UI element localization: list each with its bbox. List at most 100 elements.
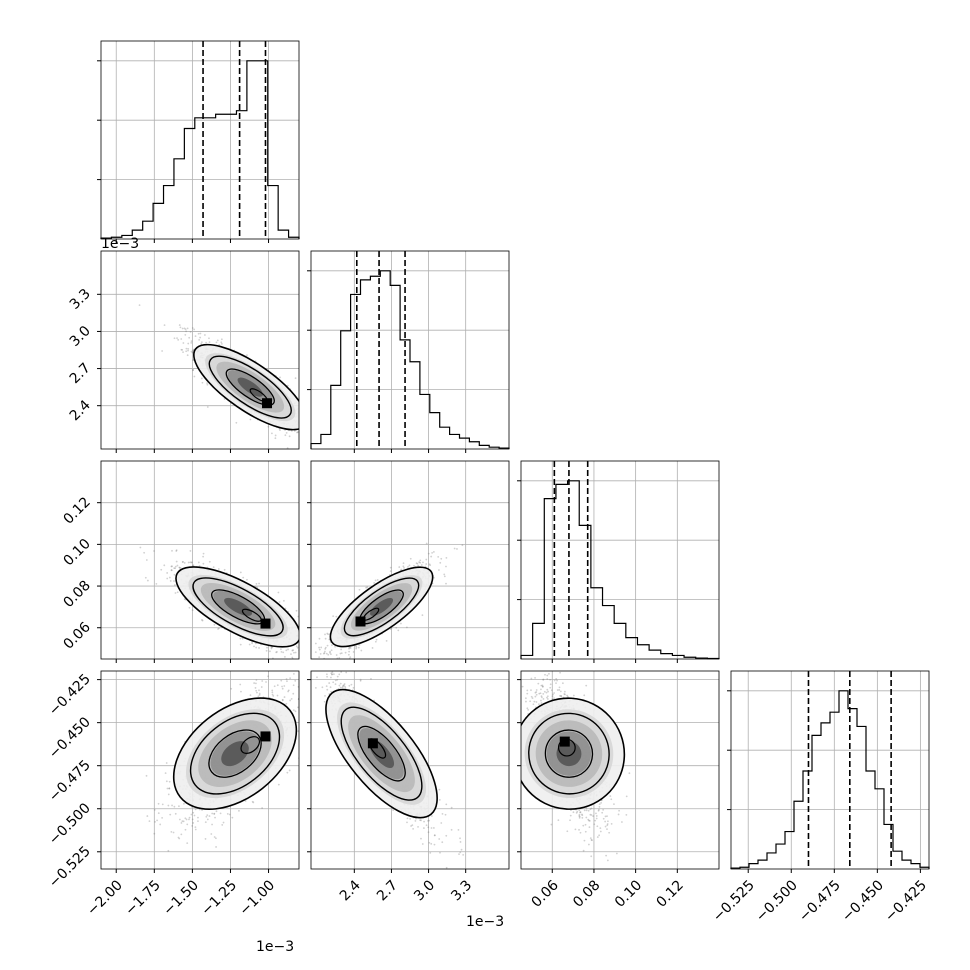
scatter-point (360, 649, 363, 652)
scatter-point (282, 661, 284, 663)
scatter-point (189, 561, 192, 564)
panel-background (731, 671, 929, 869)
scatter-point (231, 816, 234, 819)
scatter-point (324, 648, 327, 650)
scatter-point (187, 561, 190, 564)
scatter-point (283, 696, 286, 698)
scatter-point (304, 629, 306, 631)
scatter-point (253, 682, 256, 684)
scatter-point (255, 582, 258, 585)
scatter-point (161, 803, 164, 806)
scatter-point (201, 381, 204, 384)
scatter-point (419, 561, 422, 564)
scatter-point (169, 813, 172, 816)
density-shade (237, 377, 263, 397)
scatter-point (238, 809, 240, 812)
scatter-point (357, 646, 360, 649)
panel-frame (310, 460, 510, 660)
density-shade (224, 597, 253, 616)
scatter-point (210, 833, 213, 835)
scatter-point (304, 426, 306, 428)
scatter-point (300, 617, 302, 619)
scatter-point (251, 800, 254, 803)
scatter-point (294, 651, 297, 654)
scatter-point (420, 564, 423, 566)
scatter-point (307, 645, 309, 647)
scatter-point (274, 437, 277, 440)
scatter-point (355, 647, 358, 650)
scatter-point (305, 658, 307, 660)
scatter-point (202, 562, 205, 565)
scatter-point (205, 815, 208, 818)
scatter-point (173, 573, 176, 576)
scatter-point (144, 576, 147, 579)
scatter-panel (305, 460, 510, 668)
panel-content (101, 251, 309, 449)
scatter-point (314, 642, 317, 645)
scatter-point (416, 562, 419, 565)
scatter-point (425, 558, 428, 561)
scatter-point (235, 421, 238, 424)
scatter-point (358, 643, 361, 646)
panel-content (101, 461, 309, 663)
scatter-point (302, 400, 304, 402)
scatter-point (265, 681, 267, 683)
scatter-point (178, 805, 180, 808)
scatter-point (182, 561, 184, 563)
histogram-panel (97, 40, 300, 240)
scatter-point (324, 637, 327, 640)
scatter-point (290, 653, 292, 656)
scatter-point (194, 808, 197, 811)
scatter-point (172, 831, 175, 834)
scatter-point (251, 642, 253, 645)
scatter-point (285, 431, 288, 434)
scatter-point (275, 651, 278, 654)
contour-line (211, 589, 266, 625)
scatter-point (191, 609, 194, 612)
scatter-panel (100, 670, 300, 870)
scatter-point (322, 652, 325, 655)
scatter-point (192, 564, 195, 567)
scatter-point (170, 569, 173, 571)
scatter-point (191, 327, 194, 329)
scatter-point (453, 547, 456, 550)
scatter-point (220, 343, 223, 345)
scatter-point (319, 652, 322, 655)
scatter-point (168, 576, 171, 579)
scatter-point (270, 647, 273, 650)
scatter-point (256, 691, 258, 694)
scatter-point (215, 341, 218, 344)
scatter-point (186, 354, 189, 357)
scatter-point (213, 812, 216, 815)
scatter-point (326, 632, 329, 635)
scatter-point (300, 646, 302, 648)
scatter-point (160, 568, 163, 571)
scatter-point (282, 599, 285, 602)
scatter-point (306, 641, 308, 643)
scatter-point (173, 584, 176, 586)
scatter-point (173, 580, 175, 582)
scatter-point (281, 699, 284, 702)
scatter-point (190, 341, 193, 344)
scatter-point (191, 351, 194, 354)
scatter-point (220, 338, 223, 341)
scatter-point (200, 377, 203, 380)
scatter-panel (100, 460, 309, 663)
scatter-point (264, 659, 266, 661)
scatter-point (323, 650, 326, 653)
scatter-point (153, 808, 156, 811)
scatter-point (307, 420, 309, 422)
scatter-point (146, 579, 149, 582)
scatter-point (397, 629, 400, 632)
scatter-point (318, 646, 321, 649)
scatter-point (214, 816, 216, 819)
scatter-point (307, 645, 309, 647)
scatter-point (307, 426, 309, 428)
scatter-point (425, 542, 428, 545)
scatter-point (339, 652, 342, 655)
scatter-point (428, 563, 431, 566)
scatter-point (284, 655, 286, 658)
scatter-point (258, 582, 260, 585)
scatter-point (206, 406, 209, 408)
scatter-point (315, 666, 317, 668)
